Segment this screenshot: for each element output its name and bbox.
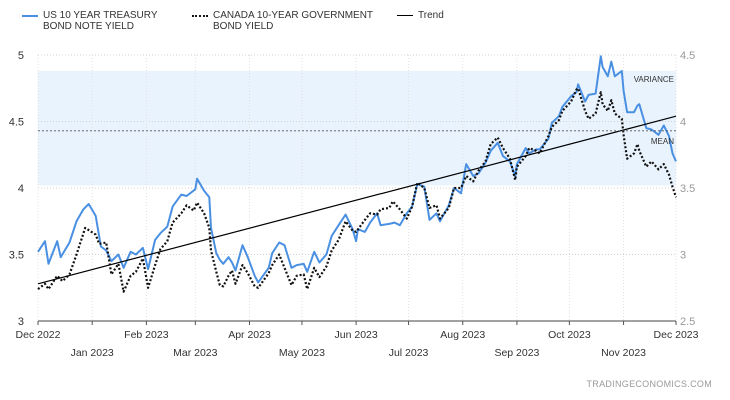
x-tick-label: Dec 2022 — [16, 329, 61, 341]
x-tick-label: Feb 2023 — [124, 329, 169, 341]
y-right-tick-label: 4.5 — [680, 50, 695, 62]
x-tick-label: Mar 2023 — [173, 347, 218, 359]
trend-line — [37, 115, 677, 285]
series-line-us10y — [37, 55, 677, 284]
x-tick-label: Aug 2023 — [440, 329, 485, 341]
legend-label: CANADA 10-YEAR GOVERNMENT BOND YIELD — [213, 10, 373, 32]
series-layer — [37, 55, 678, 293]
y-left-tick-label: 4 — [18, 183, 24, 195]
x-tick-label: May 2023 — [279, 347, 325, 359]
y-right-tick-label: 2.5 — [680, 316, 695, 328]
y-axis-right: 2.5 3 3.5 4 4.5 — [680, 50, 695, 328]
series-line-canada10y — [37, 87, 678, 293]
y-right-tick-label: 4 — [680, 117, 686, 129]
mean-label: MEAN — [651, 137, 674, 146]
x-tick-label: Jul 2023 — [389, 347, 429, 359]
x-tick-label: Apr 2023 — [228, 329, 271, 341]
legend-item-canada10y[interactable]: CANADA 10-YEAR GOVERNMENT BOND YIELD — [192, 10, 383, 32]
y-left-tick-label: 3 — [18, 316, 24, 328]
annotation-layer: VARIANCE MEAN — [38, 75, 676, 146]
legend-item-us10y[interactable]: US 10 YEAR TREASURY BOND NOTE YIELD — [22, 10, 178, 32]
source-credit[interactable]: TRADINGECONOMICS.COM — [586, 379, 712, 389]
x-axis: Dec 2022 Feb 2023 Apr 2023 Jun 2023 Aug 2023… — [16, 320, 699, 359]
x-tick-label: Jan 2023 — [71, 347, 114, 359]
legend-label: Trend — [418, 10, 444, 21]
legend-swatch-solid-blue — [22, 15, 38, 17]
x-tick-label: Dec 2023 — [654, 329, 699, 341]
variance-label: VARIANCE — [634, 75, 674, 84]
y-left-tick-label: 3.5 — [9, 250, 24, 262]
x-tick-label: Sep 2023 — [494, 347, 539, 359]
legend-swatch-trend — [397, 15, 413, 16]
y-axis-left: 3 3.5 4 4.5 5 — [9, 50, 24, 328]
x-tick-label: Nov 2023 — [601, 347, 646, 359]
legend: US 10 YEAR TREASURY BOND NOTE YIELD CANA… — [22, 10, 458, 32]
y-left-tick-label: 5 — [18, 50, 24, 62]
y-left-tick-label: 4.5 — [9, 117, 24, 129]
y-right-tick-label: 3.5 — [680, 183, 695, 195]
legend-item-trend[interactable]: Trend — [397, 10, 458, 32]
legend-swatch-dotted-black — [192, 15, 208, 17]
x-tick-label: Oct 2023 — [548, 329, 591, 341]
x-tick-label: Jun 2023 — [335, 329, 378, 341]
legend-label: US 10 YEAR TREASURY BOND NOTE YIELD — [43, 10, 158, 32]
y-right-tick-label: 3 — [680, 250, 686, 262]
